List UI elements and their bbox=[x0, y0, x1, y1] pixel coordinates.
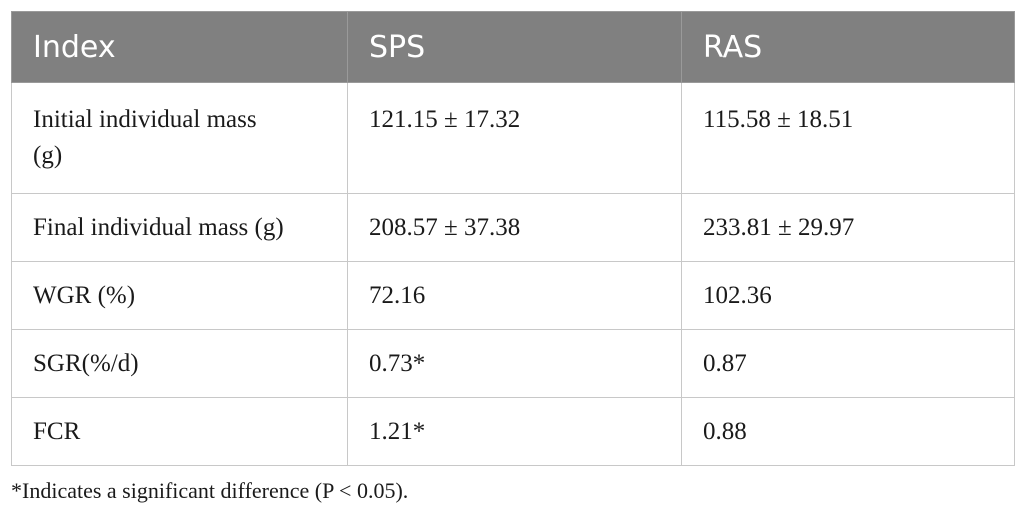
header-row: Index SPS RAS bbox=[11, 11, 1015, 83]
table-footnote: *Indicates a significant difference (P <… bbox=[11, 478, 409, 503]
table-row: WGR (%) 72.16 102.36 bbox=[11, 261, 1015, 330]
ras-cell: 0.87 bbox=[681, 329, 1015, 398]
index-label: Initial individual mass (g) bbox=[33, 106, 257, 169]
sps-cell: 72.16 bbox=[347, 261, 682, 330]
index-cell: WGR (%) bbox=[11, 261, 348, 330]
table-row: FCR 1.21* 0.88 bbox=[11, 397, 1015, 466]
table-row: Final individual mass (g) 208.57 ± 37.38… bbox=[11, 193, 1015, 262]
ras-cell: 102.36 bbox=[681, 261, 1015, 330]
sps-cell: 0.73* bbox=[347, 329, 682, 398]
ras-cell: 233.81 ± 29.97 bbox=[681, 193, 1015, 262]
table-body: Initial individual mass (g) 121.15 ± 17.… bbox=[11, 82, 1015, 466]
header-sps: SPS bbox=[347, 11, 682, 83]
sps-cell: 121.15 ± 17.32 bbox=[347, 82, 682, 194]
index-cell: SGR(%/d) bbox=[11, 329, 348, 398]
index-cell: FCR bbox=[11, 397, 348, 466]
index-cell: Initial individual mass (g) bbox=[11, 82, 348, 194]
table-row: Initial individual mass (g) 121.15 ± 17.… bbox=[11, 82, 1015, 194]
growth-performance-table: Index SPS RAS Initial individual mass (g… bbox=[11, 11, 1015, 466]
header-ras: RAS bbox=[681, 11, 1015, 83]
header-index: Index bbox=[11, 11, 348, 83]
ras-cell: 115.58 ± 18.51 bbox=[681, 82, 1015, 194]
sps-cell: 208.57 ± 37.38 bbox=[347, 193, 682, 262]
table-header: Index SPS RAS bbox=[11, 11, 1015, 83]
table-row: SGR(%/d) 0.73* 0.87 bbox=[11, 329, 1015, 398]
sps-cell: 1.21* bbox=[347, 397, 682, 466]
ras-cell: 0.88 bbox=[681, 397, 1015, 466]
index-cell: Final individual mass (g) bbox=[11, 193, 348, 262]
